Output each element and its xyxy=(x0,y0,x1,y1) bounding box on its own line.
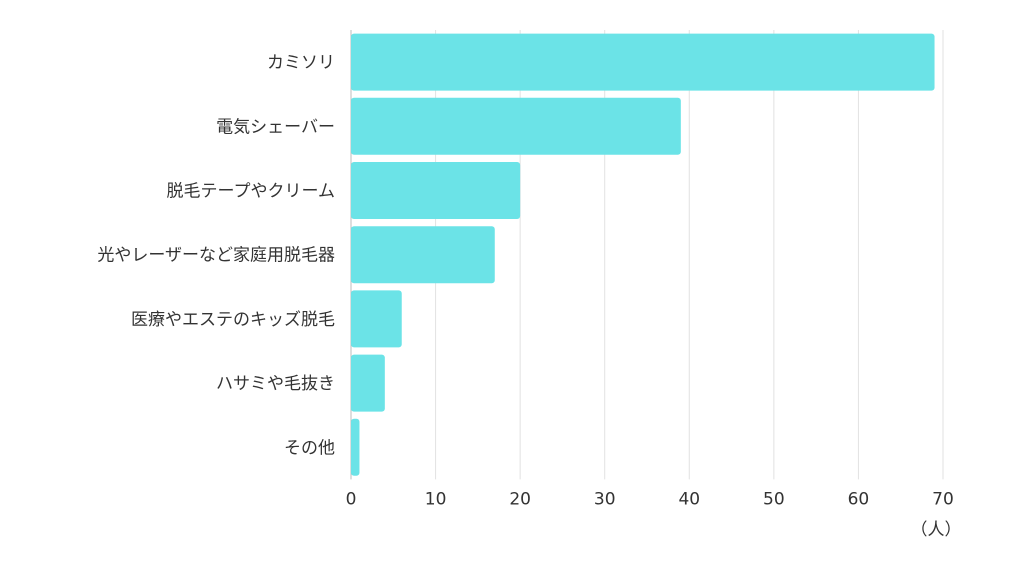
x-tick-labels: 0 10 20 30 40 50 60 70 xyxy=(346,489,954,509)
category-label: 電気シェーバー xyxy=(216,117,335,137)
x-tick-label: 50 xyxy=(763,489,785,509)
category-label: ハサミや毛抜き xyxy=(216,374,335,394)
x-tick-label: 60 xyxy=(848,489,870,509)
bar xyxy=(351,162,521,219)
bar xyxy=(351,226,495,284)
bars xyxy=(351,33,935,476)
category-label: 脱毛テープやクリーム xyxy=(167,182,335,202)
x-unit-label: （人） xyxy=(911,520,962,540)
bar xyxy=(351,290,402,348)
x-tick-label: 0 xyxy=(346,489,357,509)
category-label: カミソリ xyxy=(267,53,335,73)
x-tick-label: 20 xyxy=(509,489,531,509)
category-label: 医療やエステのキッズ脱毛 xyxy=(131,310,335,330)
x-tick-label: 70 xyxy=(932,489,954,509)
x-tick-label: 40 xyxy=(678,489,700,509)
x-tick-label: 10 xyxy=(425,489,447,509)
category-label: 光やレーザーなど家庭用脱毛器 xyxy=(97,246,335,266)
bar xyxy=(351,97,681,155)
bar xyxy=(351,418,360,476)
x-tick-label: 30 xyxy=(594,489,616,509)
bar xyxy=(351,354,385,412)
category-labels: カミソリ電気シェーバー脱毛テープやクリーム光やレーザーなど家庭用脱毛器医療やエス… xyxy=(97,53,335,458)
category-label: その他 xyxy=(284,438,335,458)
bar xyxy=(351,33,935,91)
